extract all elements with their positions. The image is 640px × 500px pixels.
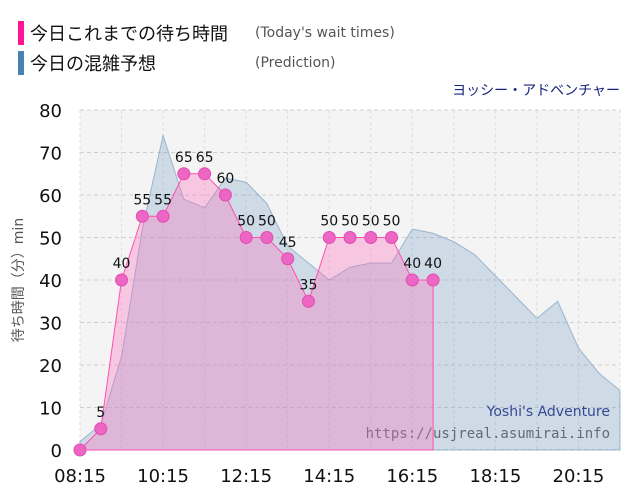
data-point: [135, 209, 149, 223]
data-label: 55: [154, 192, 172, 208]
data-label: 50: [341, 214, 359, 230]
y-tick-label: 20: [39, 356, 62, 377]
data-label: 50: [362, 214, 380, 230]
legend-label-prediction: 今日の混雑予想: [30, 54, 156, 75]
data-point: [156, 209, 170, 223]
legend-swatch-today: [18, 21, 24, 45]
legend-item-prediction: 今日の混雑予想 (Prediction): [18, 48, 395, 78]
y-axis-label: 待ち時間（分）min: [11, 218, 27, 342]
x-tick-label: 18:15: [469, 466, 521, 487]
data-label: 50: [237, 214, 255, 230]
data-point: [260, 231, 274, 244]
legend-swatch-prediction: [18, 51, 24, 75]
data-label: 35: [300, 277, 318, 293]
data-point: [385, 231, 399, 244]
data-point: [322, 231, 336, 244]
x-tick-label: 16:15: [386, 466, 438, 487]
data-point: [301, 294, 315, 308]
attraction-name: ヨッシー・アドベンチャー: [452, 83, 620, 99]
y-tick-label: 40: [39, 271, 62, 292]
data-label: 50: [258, 214, 276, 230]
data-label: 40: [113, 256, 131, 272]
data-point: [343, 231, 357, 244]
data-point: [115, 273, 129, 287]
data-point: [239, 231, 253, 244]
series-prediction-area: [79, 133, 621, 451]
data-point: [364, 231, 378, 244]
x-tick-label: 20:15: [553, 466, 605, 487]
data-point: [73, 443, 87, 457]
data-label: 65: [175, 150, 193, 166]
x-tick-label: 12:15: [220, 466, 272, 487]
data-label: 55: [133, 192, 151, 208]
data-label: 60: [216, 171, 234, 187]
x-tick-label: 10:15: [137, 466, 189, 487]
data-point: [426, 273, 440, 287]
legend-label-today: 今日これまでの待ち時間: [30, 24, 228, 45]
y-tick-label: 80: [39, 101, 62, 122]
legend-note-prediction: (Prediction): [255, 55, 336, 71]
data-label: 40: [403, 256, 421, 272]
data-point: [198, 167, 212, 181]
y-tick-label: 10: [39, 399, 62, 420]
data-label: 50: [383, 214, 401, 230]
y-tick-label: 60: [39, 186, 62, 207]
data-point: [94, 422, 108, 436]
data-point: [218, 188, 232, 202]
data-label: 45: [279, 235, 297, 251]
data-point: [281, 252, 295, 266]
watermark-name: Yoshi's Adventure: [486, 404, 610, 420]
data-point: [177, 167, 191, 181]
data-label: 50: [320, 214, 338, 230]
legend-item-today: 今日これまでの待ち時間 (Today's wait times): [18, 18, 395, 48]
x-tick-label: 08:15: [54, 466, 106, 487]
data-point: [405, 273, 419, 287]
watermark-url: https://usjreal.asumirai.info: [366, 426, 610, 442]
legend: 今日これまでの待ち時間 (Today's wait times) 今日の混雑予想…: [18, 18, 395, 78]
x-tick-label: 14:15: [303, 466, 355, 487]
data-label: 65: [196, 150, 214, 166]
data-label: 40: [424, 256, 442, 272]
y-tick-label: 70: [39, 144, 62, 165]
y-tick-label: 30: [39, 314, 62, 335]
y-tick-label: 50: [39, 229, 62, 250]
y-tick-label: 0: [51, 441, 62, 462]
legend-note-today: (Today's wait times): [255, 25, 395, 41]
data-label: 5: [96, 405, 105, 421]
